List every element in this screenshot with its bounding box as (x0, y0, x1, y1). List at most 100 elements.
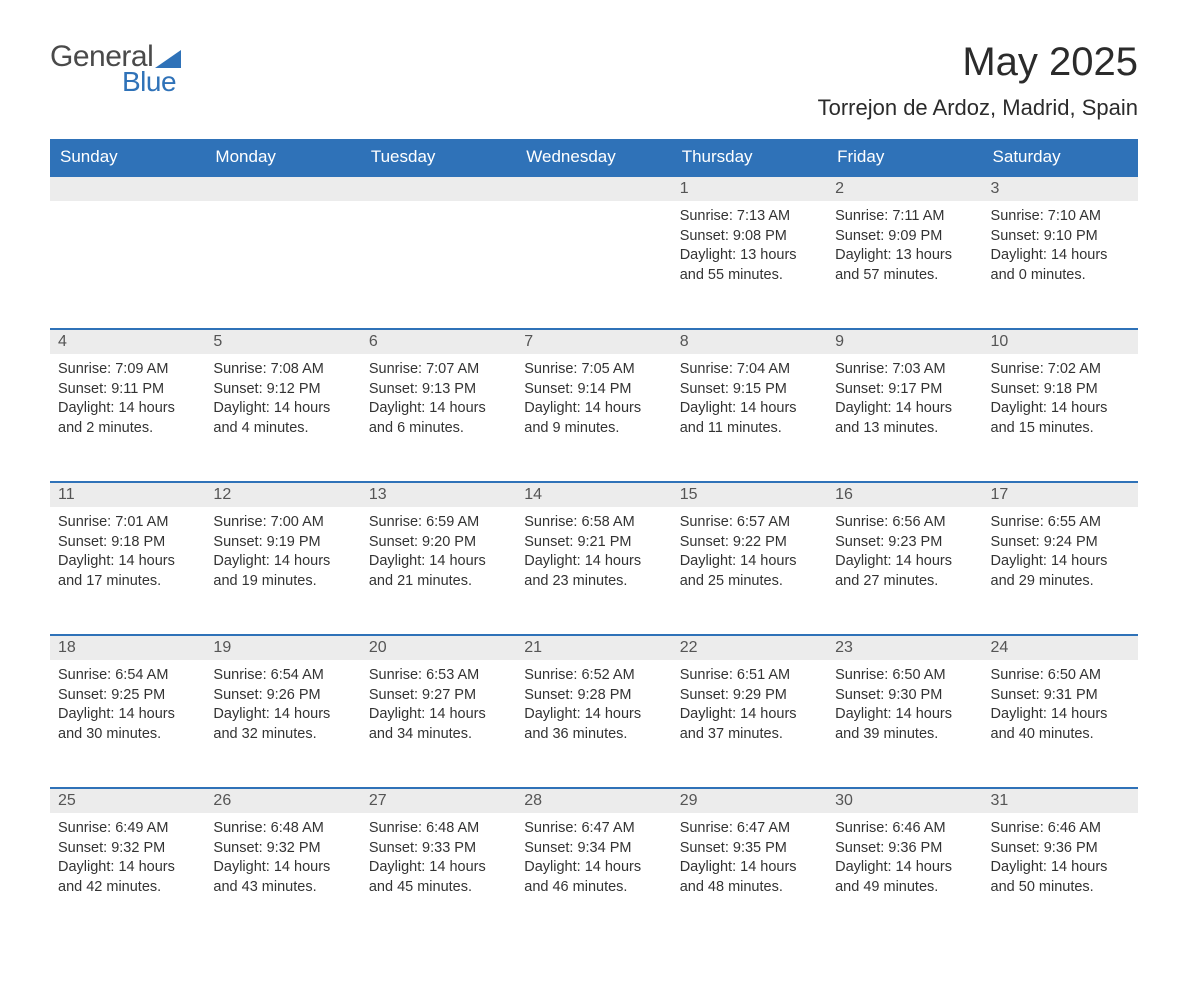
day-cell: Sunrise: 6:48 AMSunset: 9:32 PMDaylight:… (205, 813, 360, 907)
daylight-text-1: Daylight: 14 hours (369, 858, 508, 878)
day-body-row: Sunrise: 6:54 AMSunset: 9:25 PMDaylight:… (50, 660, 1138, 788)
weekday-header: Saturday (983, 139, 1138, 176)
empty-cell (205, 201, 360, 329)
day-number: 23 (827, 636, 982, 660)
daylight-text-2: and 43 minutes. (213, 878, 352, 898)
day-body-row: Sunrise: 7:01 AMSunset: 9:18 PMDaylight:… (50, 507, 1138, 635)
day-cell: Sunrise: 7:10 AMSunset: 9:10 PMDaylight:… (983, 201, 1138, 295)
month-title: May 2025 (818, 40, 1138, 85)
daylight-text-1: Daylight: 14 hours (991, 858, 1130, 878)
empty-cell (50, 201, 205, 329)
sunset-text: Sunset: 9:12 PM (213, 380, 352, 400)
day-cell: Sunrise: 7:01 AMSunset: 9:18 PMDaylight:… (50, 507, 205, 601)
daylight-text-1: Daylight: 14 hours (524, 552, 663, 572)
daylight-text-2: and 21 minutes. (369, 572, 508, 592)
daylight-text-2: and 9 minutes. (524, 419, 663, 439)
day-cell: Sunrise: 6:54 AMSunset: 9:26 PMDaylight:… (205, 660, 360, 754)
sunrise-text: Sunrise: 6:53 AM (369, 666, 508, 686)
sunset-text: Sunset: 9:32 PM (58, 839, 197, 859)
day-cell: Sunrise: 6:53 AMSunset: 9:27 PMDaylight:… (361, 660, 516, 754)
sunrise-text: Sunrise: 6:58 AM (524, 513, 663, 533)
day-number: 1 (672, 177, 827, 201)
sunset-text: Sunset: 9:13 PM (369, 380, 508, 400)
day-number: 15 (672, 483, 827, 507)
daylight-text-2: and 25 minutes. (680, 572, 819, 592)
sunset-text: Sunset: 9:34 PM (524, 839, 663, 859)
sunset-text: Sunset: 9:36 PM (835, 839, 974, 859)
day-cell: Sunrise: 6:47 AMSunset: 9:35 PMDaylight:… (672, 813, 827, 907)
daylight-text-1: Daylight: 14 hours (991, 399, 1130, 419)
daylight-text-2: and 50 minutes. (991, 878, 1130, 898)
daylight-text-2: and 48 minutes. (680, 878, 819, 898)
brand-logo: General Blue (50, 40, 181, 98)
daylight-text-1: Daylight: 14 hours (58, 858, 197, 878)
sunset-text: Sunset: 9:26 PM (213, 686, 352, 706)
sunrise-text: Sunrise: 7:05 AM (524, 360, 663, 380)
daylight-text-1: Daylight: 14 hours (58, 399, 197, 419)
sunrise-text: Sunrise: 7:08 AM (213, 360, 352, 380)
sunset-text: Sunset: 9:10 PM (991, 227, 1130, 247)
weekday-header: Wednesday (516, 139, 671, 176)
weekday-header: Friday (827, 139, 982, 176)
sunset-text: Sunset: 9:09 PM (835, 227, 974, 247)
daylight-text-1: Daylight: 14 hours (213, 552, 352, 572)
daylight-text-2: and 34 minutes. (369, 725, 508, 745)
page-header: General Blue May 2025 Torrejon de Ardoz,… (50, 40, 1138, 121)
sunrise-text: Sunrise: 7:11 AM (835, 207, 974, 227)
calendar-table: SundayMondayTuesdayWednesdayThursdayFrid… (50, 139, 1138, 941)
daylight-text-1: Daylight: 14 hours (680, 705, 819, 725)
day-number: 19 (205, 636, 360, 660)
day-cell: Sunrise: 7:07 AMSunset: 9:13 PMDaylight:… (361, 354, 516, 448)
day-cell: Sunrise: 6:48 AMSunset: 9:33 PMDaylight:… (361, 813, 516, 907)
day-cell: Sunrise: 6:50 AMSunset: 9:30 PMDaylight:… (827, 660, 982, 754)
sunset-text: Sunset: 9:17 PM (835, 380, 974, 400)
daylight-text-1: Daylight: 14 hours (524, 705, 663, 725)
day-number: 9 (827, 330, 982, 354)
sunrise-text: Sunrise: 7:10 AM (991, 207, 1130, 227)
day-number: 12 (205, 483, 360, 507)
day-cell: Sunrise: 6:51 AMSunset: 9:29 PMDaylight:… (672, 660, 827, 754)
day-number-row: 45678910 (50, 329, 1138, 354)
sunset-text: Sunset: 9:31 PM (991, 686, 1130, 706)
day-number: 18 (50, 636, 205, 660)
day-number-row: 123 (50, 176, 1138, 201)
daylight-text-2: and 0 minutes. (991, 266, 1130, 286)
sunrise-text: Sunrise: 7:03 AM (835, 360, 974, 380)
day-cell: Sunrise: 6:50 AMSunset: 9:31 PMDaylight:… (983, 660, 1138, 754)
sunrise-text: Sunrise: 7:01 AM (58, 513, 197, 533)
sunset-text: Sunset: 9:08 PM (680, 227, 819, 247)
day-cell: Sunrise: 6:59 AMSunset: 9:20 PMDaylight:… (361, 507, 516, 601)
day-number: 11 (50, 483, 205, 507)
daylight-text-2: and 57 minutes. (835, 266, 974, 286)
daylight-text-2: and 55 minutes. (680, 266, 819, 286)
sunrise-text: Sunrise: 6:47 AM (680, 819, 819, 839)
sunset-text: Sunset: 9:28 PM (524, 686, 663, 706)
daylight-text-2: and 49 minutes. (835, 878, 974, 898)
sunset-text: Sunset: 9:19 PM (213, 533, 352, 553)
sunrise-text: Sunrise: 6:52 AM (524, 666, 663, 686)
weekday-header: Thursday (672, 139, 827, 176)
sunrise-text: Sunrise: 6:46 AM (991, 819, 1130, 839)
daylight-text-1: Daylight: 14 hours (213, 705, 352, 725)
day-cell: Sunrise: 7:04 AMSunset: 9:15 PMDaylight:… (672, 354, 827, 448)
day-number: 14 (516, 483, 671, 507)
daylight-text-1: Daylight: 14 hours (680, 399, 819, 419)
sunrise-text: Sunrise: 6:48 AM (369, 819, 508, 839)
sunrise-text: Sunrise: 7:04 AM (680, 360, 819, 380)
day-number: 20 (361, 636, 516, 660)
day-number: 8 (672, 330, 827, 354)
day-number: 25 (50, 789, 205, 813)
sunrise-text: Sunrise: 6:55 AM (991, 513, 1130, 533)
daylight-text-1: Daylight: 14 hours (58, 552, 197, 572)
day-number: 27 (361, 789, 516, 813)
sunrise-text: Sunrise: 6:49 AM (58, 819, 197, 839)
day-number: 22 (672, 636, 827, 660)
sunset-text: Sunset: 9:25 PM (58, 686, 197, 706)
day-number: 5 (205, 330, 360, 354)
daylight-text-1: Daylight: 14 hours (991, 705, 1130, 725)
day-number-empty (50, 177, 205, 201)
daylight-text-2: and 4 minutes. (213, 419, 352, 439)
sunrise-text: Sunrise: 6:48 AM (213, 819, 352, 839)
daylight-text-2: and 30 minutes. (58, 725, 197, 745)
empty-cell (516, 201, 671, 329)
